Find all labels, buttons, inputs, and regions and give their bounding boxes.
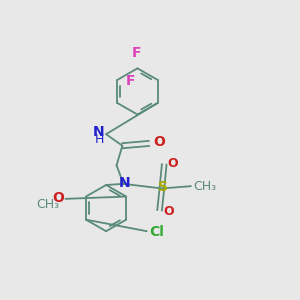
Text: Cl: Cl — [150, 225, 164, 239]
Text: F: F — [125, 74, 135, 88]
Text: CH₃: CH₃ — [37, 198, 60, 211]
Text: H: H — [95, 133, 104, 146]
Text: F: F — [132, 46, 141, 60]
Text: N: N — [93, 125, 104, 139]
Text: O: O — [163, 205, 174, 218]
Text: O: O — [153, 135, 165, 149]
Text: S: S — [158, 180, 168, 194]
Text: O: O — [168, 157, 178, 169]
Text: CH₃: CH₃ — [194, 180, 217, 193]
Text: O: O — [52, 191, 64, 205]
Text: N: N — [119, 176, 130, 190]
